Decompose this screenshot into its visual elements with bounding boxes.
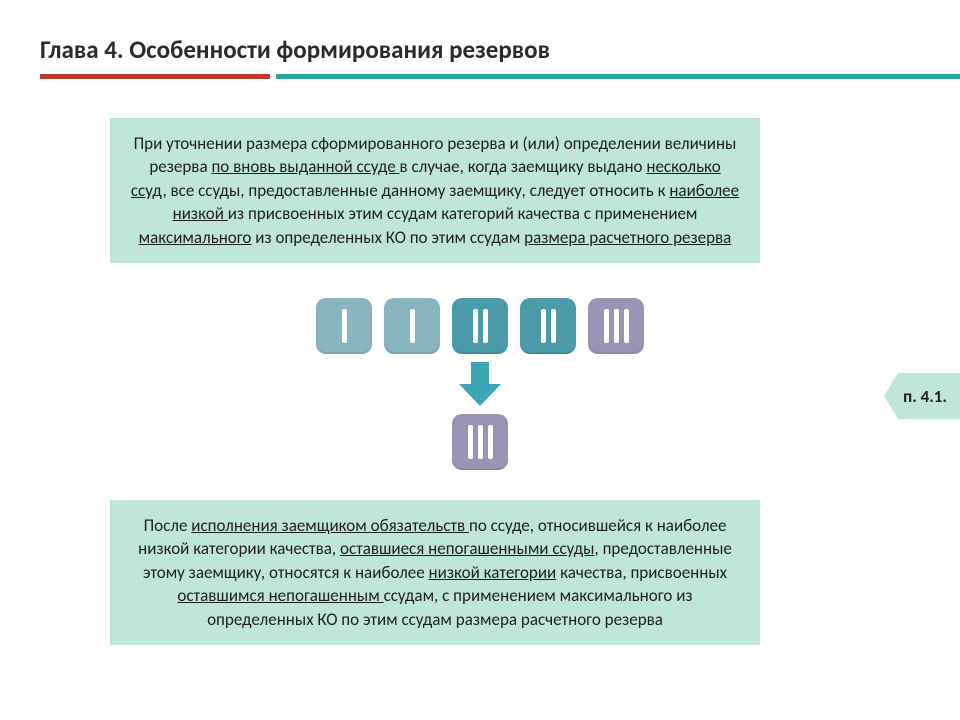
tally-mark xyxy=(604,309,609,343)
category-tiles-row xyxy=(0,298,960,354)
tally-mark xyxy=(551,309,556,343)
title-divider xyxy=(40,74,960,79)
tally-mark xyxy=(488,425,493,459)
result-tile-wrap xyxy=(0,414,960,470)
category-tile xyxy=(588,298,644,354)
info-box-top: При уточнении размера сформированного ре… xyxy=(110,118,760,263)
tally-mark xyxy=(342,309,347,343)
category-tile xyxy=(520,298,576,354)
tally-mark xyxy=(614,309,619,343)
arrow-down-icon xyxy=(459,362,501,408)
category-tile xyxy=(452,414,508,470)
clause-badge: п. 4.1. xyxy=(884,373,960,419)
tally-mark xyxy=(478,425,483,459)
arrow-down-wrap xyxy=(0,362,960,408)
category-tile xyxy=(452,298,508,354)
tally-mark xyxy=(483,309,488,343)
tally-mark xyxy=(473,309,478,343)
page-title: Глава 4. Особенности формирования резерв… xyxy=(40,34,550,65)
divider-segment xyxy=(276,74,960,79)
category-tile xyxy=(384,298,440,354)
category-tile xyxy=(316,298,372,354)
info-box-bottom: После исполнения заемщиком обязательств … xyxy=(110,500,760,645)
tally-mark xyxy=(624,309,629,343)
tally-mark xyxy=(468,425,473,459)
tally-mark xyxy=(410,309,415,343)
clause-badge-label: п. 4.1. xyxy=(897,386,947,407)
tally-mark xyxy=(541,309,546,343)
divider-segment xyxy=(40,74,270,79)
